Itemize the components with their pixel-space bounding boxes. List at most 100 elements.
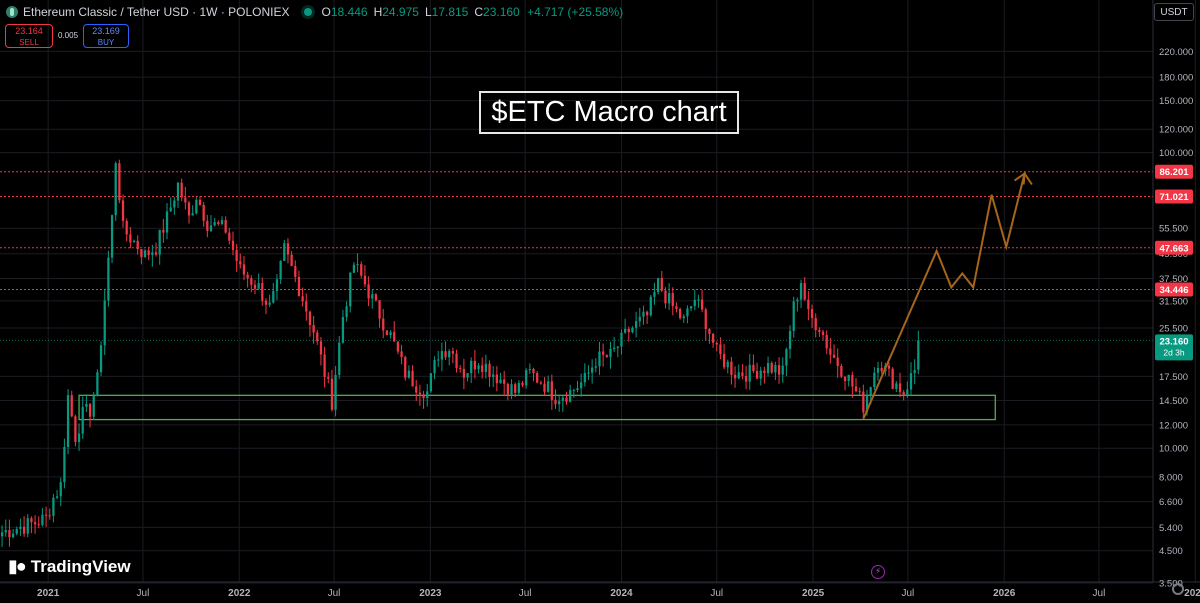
candle-body — [917, 340, 920, 370]
x-tick-label: Jul — [901, 588, 914, 599]
candle-body — [312, 325, 315, 333]
candle-body — [371, 294, 374, 299]
sell-label: SELL — [19, 38, 39, 47]
y-tick-label: 100.000 — [1159, 148, 1193, 159]
candle-body — [220, 220, 224, 225]
last-price-tag — [1155, 334, 1193, 361]
candle-body — [92, 395, 95, 417]
y-tick-label: 4.500 — [1159, 546, 1183, 557]
candle-body — [352, 264, 356, 273]
candle-body — [118, 163, 121, 201]
y-tick-label: 150.000 — [1159, 96, 1193, 107]
candle-body — [865, 395, 869, 413]
candle-body — [506, 383, 509, 395]
candle-body — [151, 252, 154, 256]
candle-body — [898, 383, 902, 393]
candle-body — [550, 381, 553, 400]
tradingview-mark-icon: ▮● — [8, 556, 27, 576]
y-axis: 220.000 180.000 150.000 120.000 100.000 55.50… — [1159, 47, 1193, 590]
candle-body — [250, 278, 253, 285]
candle-body — [26, 518, 29, 534]
candle-body — [832, 354, 836, 358]
candle-body — [711, 333, 715, 343]
candle-body — [59, 482, 62, 497]
candle-body — [297, 276, 301, 297]
candle-body — [649, 296, 652, 316]
candle-body — [598, 351, 601, 367]
sell-button[interactable]: 23.164 SELL — [5, 24, 53, 48]
candle-body — [642, 311, 645, 317]
candle-body — [451, 351, 455, 354]
candle-body — [422, 394, 425, 399]
candle-body — [554, 399, 557, 405]
candle-body — [286, 243, 290, 255]
tradingview-logo: ▮● TradingView — [8, 556, 131, 577]
candle-body — [741, 372, 744, 377]
candle-body — [305, 301, 308, 312]
y-tick-label: 8.000 — [1159, 472, 1183, 483]
candle-body — [525, 370, 528, 386]
candle-body — [323, 354, 326, 378]
y-tick-label: 17.500 — [1159, 372, 1188, 383]
candle-body — [294, 265, 297, 277]
candle-body — [851, 374, 854, 387]
candle-body — [231, 240, 235, 250]
level-tag — [1155, 240, 1193, 255]
gear-icon[interactable] — [1172, 583, 1184, 595]
candle-body — [623, 328, 627, 333]
candle-body — [407, 370, 411, 378]
candle-body — [514, 384, 517, 393]
candle-body — [488, 363, 491, 378]
candle-body — [382, 318, 385, 331]
candle-body — [360, 264, 363, 276]
candle-body — [184, 197, 187, 203]
candle-body — [147, 250, 150, 256]
candle-body — [613, 347, 616, 349]
candle-body — [327, 377, 330, 379]
candle-body — [594, 366, 597, 368]
candle-body — [572, 390, 575, 392]
symbol-header: Ethereum Classic / Tether USD · 1W · POL… — [6, 4, 623, 20]
last-price-label: 23.160 — [1159, 336, 1188, 347]
candle-body — [195, 199, 198, 214]
status-dot-icon — [303, 8, 312, 16]
candle-body — [638, 316, 641, 322]
candle-body — [66, 395, 70, 447]
ohlc-value-2: 17.815 — [431, 5, 469, 19]
candle-body — [781, 365, 784, 375]
x-tick-label: Jul — [328, 588, 341, 599]
bolt-icon[interactable]: ⚡ — [871, 565, 885, 579]
x-tick-label: 2027 — [1184, 588, 1200, 599]
candle-body — [143, 250, 147, 258]
candle-body — [561, 397, 564, 401]
candle-body — [85, 403, 88, 407]
symbol-title[interactable]: Ethereum Classic / Tether USD · 1W · POL… — [23, 5, 290, 19]
candle-body — [385, 330, 389, 336]
candle-body — [264, 300, 268, 305]
x-tick-label: 2023 — [419, 588, 442, 599]
etc-logo-icon — [6, 6, 18, 18]
candle-body — [752, 364, 755, 372]
ohlc-value-3: 23.160 — [483, 5, 520, 19]
candle-body — [697, 299, 700, 301]
candle-body — [616, 346, 619, 348]
x-tick-label: 2025 — [802, 588, 825, 599]
candle-body — [63, 446, 66, 483]
buy-label: BUY — [97, 38, 115, 47]
ohlc-readout: O18.446 H24.975 L17.815 C23.160 +4.717 (+25… — [322, 5, 624, 19]
currency-selector[interactable]: USDT — [1154, 3, 1194, 21]
candle-body — [22, 526, 26, 534]
candle-body — [763, 370, 766, 374]
candle-body — [693, 299, 696, 307]
candle-body — [528, 368, 531, 371]
candle-body — [700, 299, 704, 310]
candle-body — [52, 497, 55, 516]
x-tick-label: 2022 — [228, 588, 251, 599]
candle-body — [704, 309, 707, 330]
candle-body — [129, 234, 132, 243]
candle-body — [165, 211, 169, 233]
buy-button[interactable]: 23.169 BUY — [83, 24, 129, 48]
candle-body — [605, 354, 608, 357]
candle-body — [154, 252, 158, 255]
